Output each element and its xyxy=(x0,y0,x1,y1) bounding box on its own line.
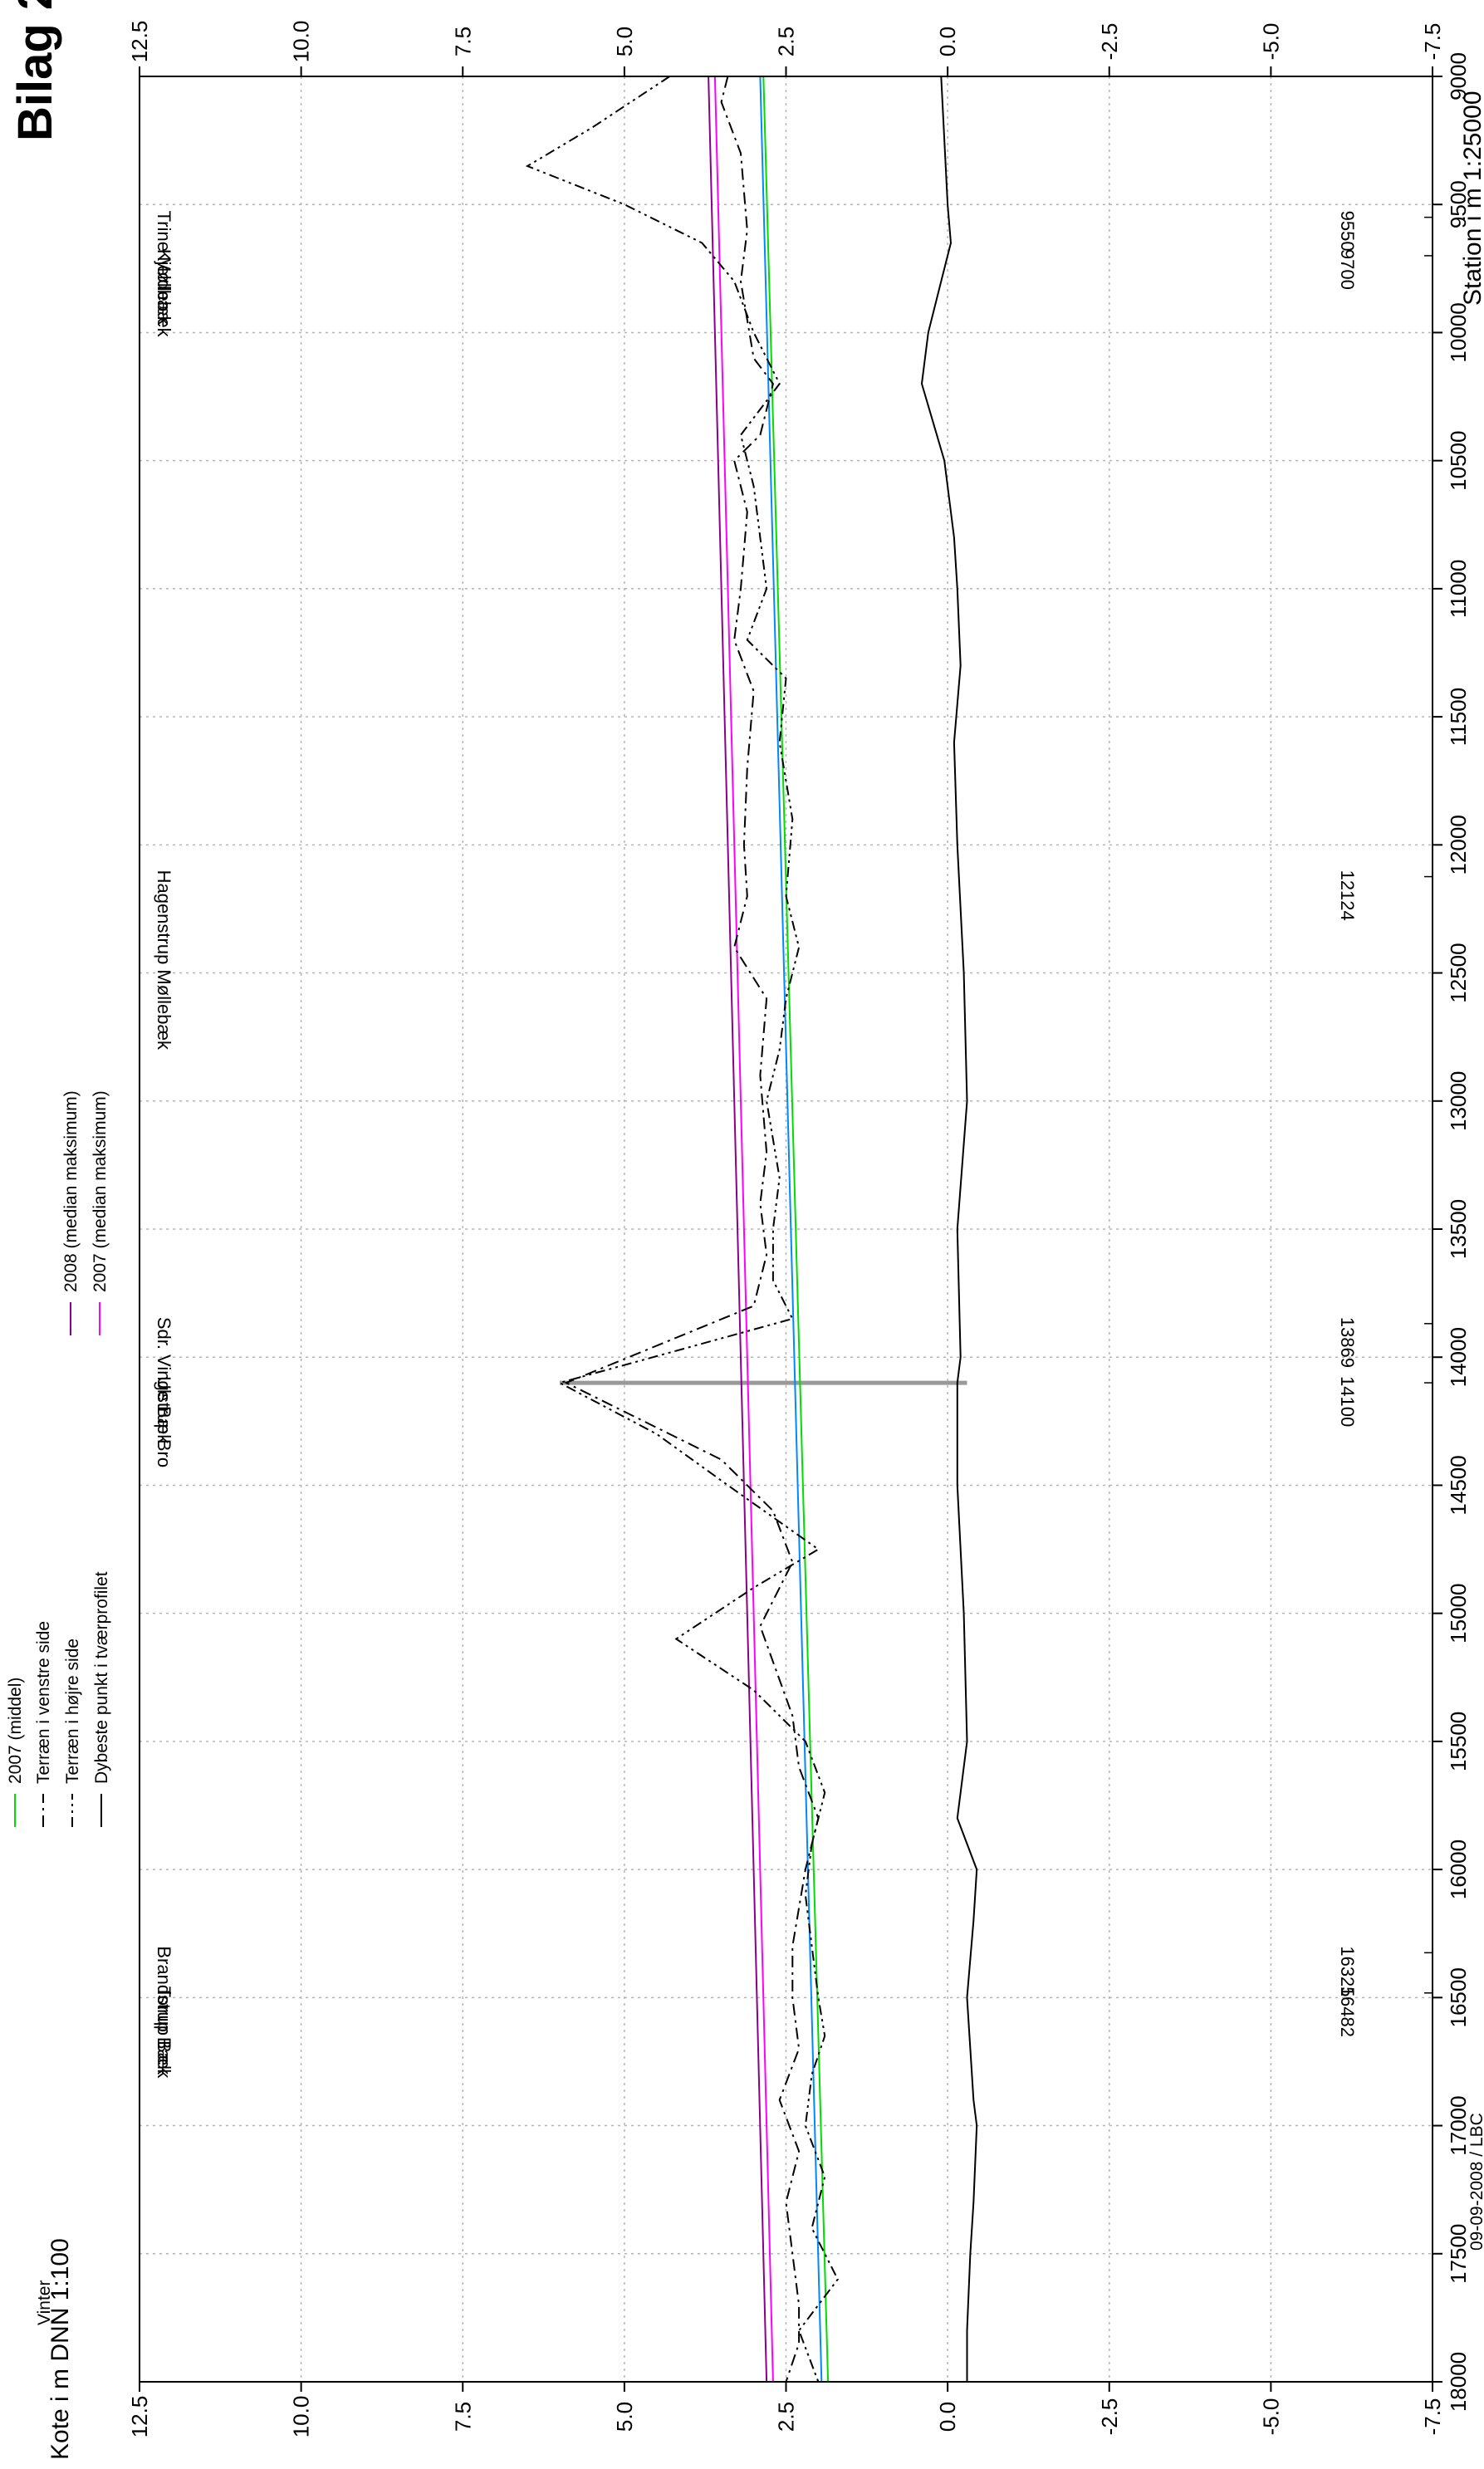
x-tick-label: 16500 xyxy=(1446,1967,1471,2027)
page-title: Bilag 2B.2 xyxy=(8,0,62,141)
tributary-station: 13869 xyxy=(1337,1317,1358,1368)
annotations: Trine Møllebæk 9550 Kjeldbæk 9700 Hagenstrup… xyxy=(154,211,1433,2079)
x-axis-title: Station i m 1:25000 xyxy=(1459,91,1484,306)
tributary-station: 16325 xyxy=(1337,1946,1358,1996)
legend-label: Dybeste punkt i tværprofilet xyxy=(92,1571,111,1784)
y-tick-label-top: -5.0 xyxy=(1258,23,1283,61)
y-tick-label-top: -7.5 xyxy=(1420,23,1445,61)
y-tick-label-top: 2.5 xyxy=(774,27,799,56)
x-tick-label: 12500 xyxy=(1446,943,1471,1002)
y-tick-label-bottom: 5.0 xyxy=(612,2402,637,2432)
x-tick-label: 18000 xyxy=(1446,2352,1471,2412)
tributary-station: 12124 xyxy=(1337,870,1358,921)
y-tick-label-top: 7.5 xyxy=(450,27,475,56)
tributary-station: 9700 xyxy=(1337,249,1358,290)
legend-label: Terræn i venstre side xyxy=(34,1621,53,1784)
footer-date: 09-09-2008 / LBC xyxy=(1467,2113,1484,2251)
x-tick-label: 14000 xyxy=(1446,1327,1471,1387)
tributary-name: Brandstrup Bæk xyxy=(154,1946,174,2079)
y-tick-label-bottom: 2.5 xyxy=(774,2402,799,2432)
series-line-terr-n-i-venstre-side xyxy=(564,76,820,2383)
y-tick-label-top: 10.0 xyxy=(289,21,314,63)
legend: 2007 (middel) Terræn i venstre side Terræn… xyxy=(6,1090,111,1827)
x-tick-label: 13000 xyxy=(1446,1071,1471,1131)
legend-label: 2007 (median maksimum) xyxy=(91,1090,110,1292)
y-tick-label-top: -2.5 xyxy=(1097,23,1122,61)
series-line-dybeste-punkt-i-tv-rprofilet xyxy=(920,76,978,2382)
x-tick-label: 9500 xyxy=(1446,180,1471,228)
x-tick-label: 16000 xyxy=(1446,1840,1471,1899)
series-line-terr-n-i-h-jre-side xyxy=(525,76,839,2383)
y-tick-label-bottom: 10.0 xyxy=(289,2396,314,2438)
x-tick-label: 17500 xyxy=(1446,2224,1471,2284)
x-tick-label: 13500 xyxy=(1446,1199,1471,1259)
series-line-2007-middel xyxy=(762,76,830,2383)
x-tick-label: 15000 xyxy=(1446,1584,1471,1644)
x-tick-label: 15500 xyxy=(1446,1712,1471,1771)
x-tick-label: 14500 xyxy=(1446,1455,1471,1515)
y-tick-label-bottom: 0.0 xyxy=(935,2402,960,2432)
season-label: Vinter xyxy=(35,2280,54,2325)
legend-label: Terræn i højre side xyxy=(63,1639,82,1784)
y-tick-label-bottom: -5.0 xyxy=(1258,2398,1283,2436)
tributary-station: 14100 xyxy=(1337,1376,1358,1427)
series xyxy=(525,76,978,2383)
x-tick-label: 12000 xyxy=(1446,815,1471,874)
tributary-name: Ulstrup Bro xyxy=(154,1376,174,1467)
legend-label: 2008 (median maksimum) xyxy=(61,1090,81,1292)
grid xyxy=(140,76,1433,2382)
y-tick-label-top: 0.0 xyxy=(935,27,960,56)
y-tick-label-top: 5.0 xyxy=(612,27,637,56)
x-tick-label: 17000 xyxy=(1446,2095,1471,2155)
tributary-name: Hagenstrup Møllebæk xyxy=(154,870,174,1051)
y-tick-label-bottom: -2.5 xyxy=(1097,2398,1122,2436)
tributary-name: Torup Bæk xyxy=(154,1986,174,2075)
legend-label: 2007 (middel) xyxy=(6,1678,25,1784)
x-tick-label: 10000 xyxy=(1446,302,1471,362)
tributary-name: Sdr. Vinge Bæk xyxy=(154,1317,174,1444)
x-tick-label: 11000 xyxy=(1446,560,1471,618)
tributary-name: Kjeldbæk xyxy=(154,249,174,326)
x-tick-label: 10500 xyxy=(1446,431,1471,491)
tributary-station: 9550 xyxy=(1337,211,1358,252)
x-tick-label: 9000 xyxy=(1446,52,1471,100)
y-tick-label-top: 12.5 xyxy=(127,21,152,63)
ticks: 9000 9500 10000 10500 11000 11500 12000 12500 13… xyxy=(127,21,1471,2438)
tributary-name: Trine Møllebæk xyxy=(154,211,174,338)
x-tick-label: 11500 xyxy=(1446,688,1471,746)
tributary-station: 16482 xyxy=(1337,1986,1358,2037)
series-line-2008-median-maksimum xyxy=(708,76,768,2383)
y-tick-label-bottom: 7.5 xyxy=(450,2402,475,2432)
y-tick-label-bottom: 12.5 xyxy=(127,2396,152,2438)
y-axis-title: Kote i m DNN 1:100 xyxy=(47,2238,74,2460)
series-line-2007-median-maksimum xyxy=(713,76,774,2383)
y-tick-label-bottom: -7.5 xyxy=(1420,2398,1445,2436)
series-line-2007-middel xyxy=(759,76,823,2383)
